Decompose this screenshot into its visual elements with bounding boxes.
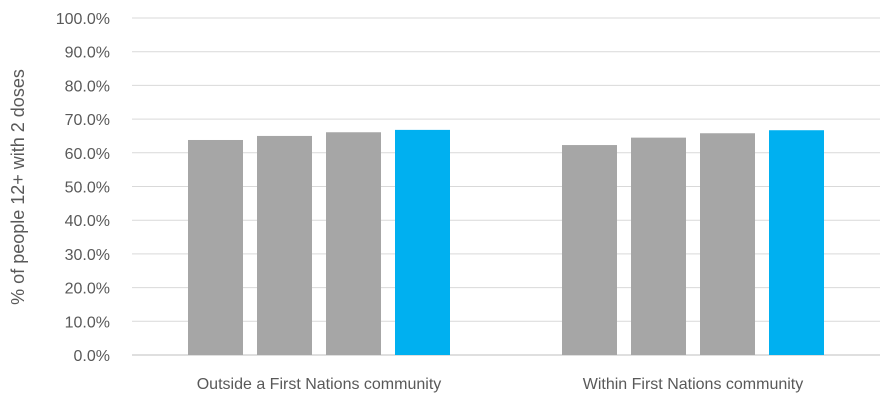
bar xyxy=(257,135,312,355)
x-category-label: Outside a First Nations community xyxy=(197,376,442,393)
axes: 0.0% 10.0% 20.0% 30.0% 40.0% 50.0% 60.0% 70.0% 8… xyxy=(56,11,804,393)
bar xyxy=(769,130,824,355)
y-tick-label: 0.0% xyxy=(74,348,110,365)
bar xyxy=(188,139,243,355)
y-tick-label: 20.0% xyxy=(65,281,110,298)
bar xyxy=(562,145,617,355)
x-category-label: Within First Nations community xyxy=(583,376,804,393)
bar xyxy=(395,129,450,355)
y-tick-label: 60.0% xyxy=(65,146,110,163)
bar xyxy=(631,137,686,355)
y-tick-label: 50.0% xyxy=(65,180,110,197)
y-tick-label: 80.0% xyxy=(65,78,110,95)
bar xyxy=(700,133,755,355)
y-tick-label: 30.0% xyxy=(65,247,110,264)
gridlines xyxy=(132,17,880,356)
y-tick-label: 10.0% xyxy=(65,314,110,331)
y-tick-label: 90.0% xyxy=(65,45,110,62)
bars xyxy=(188,129,824,355)
y-tick-label: 40.0% xyxy=(65,213,110,230)
y-axis-title: % of people 12+ with 2 doses xyxy=(8,69,28,305)
bar xyxy=(326,132,381,355)
y-tick-label: 100.0% xyxy=(56,11,110,28)
y-tick-label: 70.0% xyxy=(65,112,110,129)
